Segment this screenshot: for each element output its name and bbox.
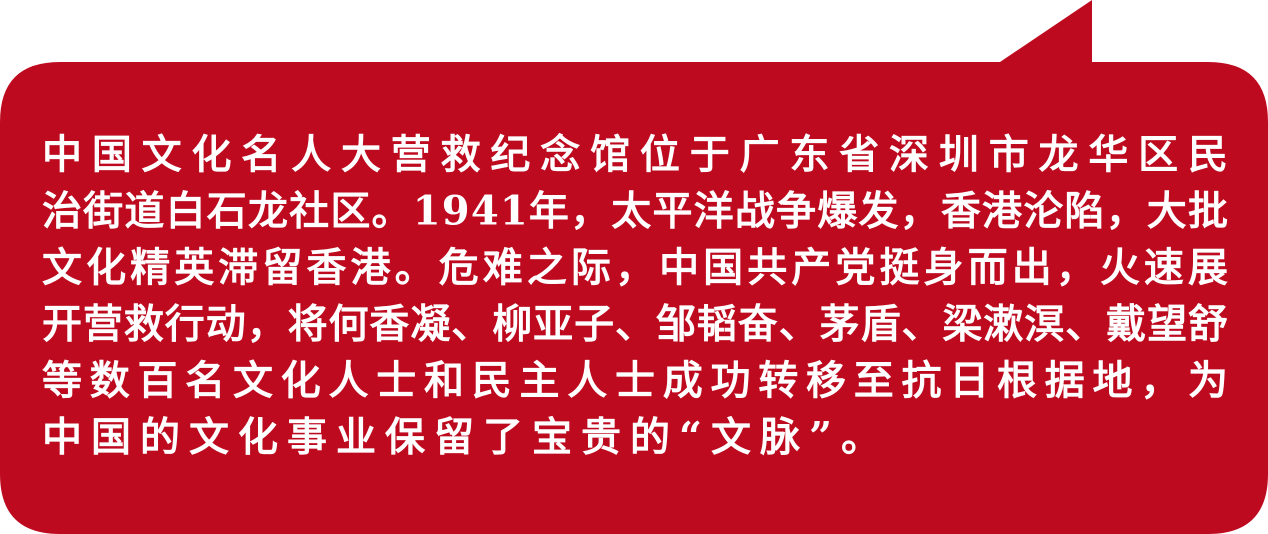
text-line: 等数百名文化人士和民主人士成功转移至抗日根据地，为	[42, 357, 1228, 404]
bubble-text: 中国文化名人大营救纪念馆位于广东省深圳市龙华区民治街道白石龙社区。1941年，太…	[42, 131, 1228, 461]
text-line: 开营救行动，将何香凝、柳亚子、邹韬奋、茅盾、梁漱溟、戴望舒	[42, 301, 1228, 348]
text-line: 文化精英滞留香港。危难之际，中国共产党挺身而出，火速展	[42, 244, 1228, 291]
text-line: 中国的文化事业保留了宝贵的“文脉”。	[42, 414, 890, 461]
text-line: 治街道白石龙社区。1941年，太平洋战争爆发，香港沦陷，大批	[42, 188, 1228, 235]
